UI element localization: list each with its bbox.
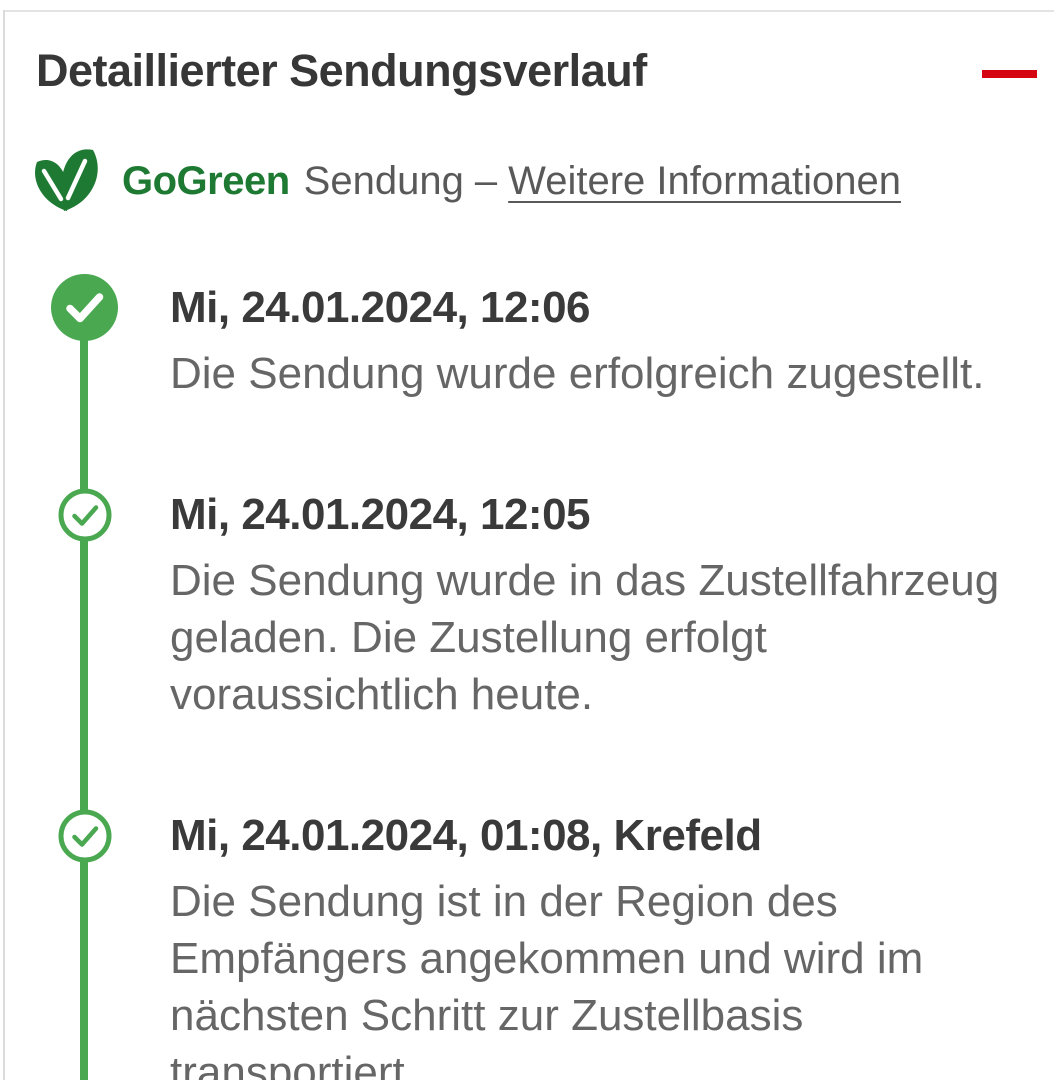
event-description: Die Sendung wurde erfolgreich zugestellt… (170, 349, 985, 398)
shipment-event-region-arrival: Mi, 24.01.2024, 01:08, Krefeld Die Sendu… (58, 809, 1020, 1080)
gogreen-info-link[interactable]: Weitere Informationen (508, 158, 901, 203)
gogreen-brand-label: GoGreen (122, 158, 290, 203)
check-filled-icon (51, 274, 118, 341)
event-timestamp: Mi, 24.01.2024, 01:08, Krefeld (170, 811, 762, 860)
gogreen-row: GoGreen Sendung – Weitere Informationen (30, 147, 901, 215)
panel-left-border (3, 10, 5, 1080)
section-title: Detaillierter Sendungsverlauf (36, 45, 647, 96)
event-timestamp: Mi, 24.01.2024, 12:06 (170, 283, 591, 332)
shipment-event-delivered: Mi, 24.01.2024, 12:06 Die Sendung wurde … (51, 274, 1020, 402)
panel-top-border (3, 10, 1054, 12)
event-description: Die Sendung wurde in das Zustellfahrzeug… (170, 556, 1000, 719)
event-timestamp: Mi, 24.01.2024, 12:05 (170, 490, 591, 539)
gogreen-shipment-label: Sendung – (303, 158, 498, 203)
shipment-events-list: Mi, 24.01.2024, 12:06 Die Sendung wurde … (51, 274, 1020, 1080)
gogreen-leaves-icon (30, 148, 108, 214)
shipment-event-loaded: Mi, 24.01.2024, 12:05 Die Sendung wurde … (58, 488, 1020, 723)
check-outlined-icon (58, 809, 112, 863)
event-description: Die Sendung ist in der Region des Empfän… (170, 877, 924, 1080)
check-outlined-icon (58, 488, 112, 542)
collapse-section-button[interactable] (963, 50, 1054, 98)
timeline-connector-line (80, 308, 88, 1080)
minus-icon (981, 70, 1037, 78)
